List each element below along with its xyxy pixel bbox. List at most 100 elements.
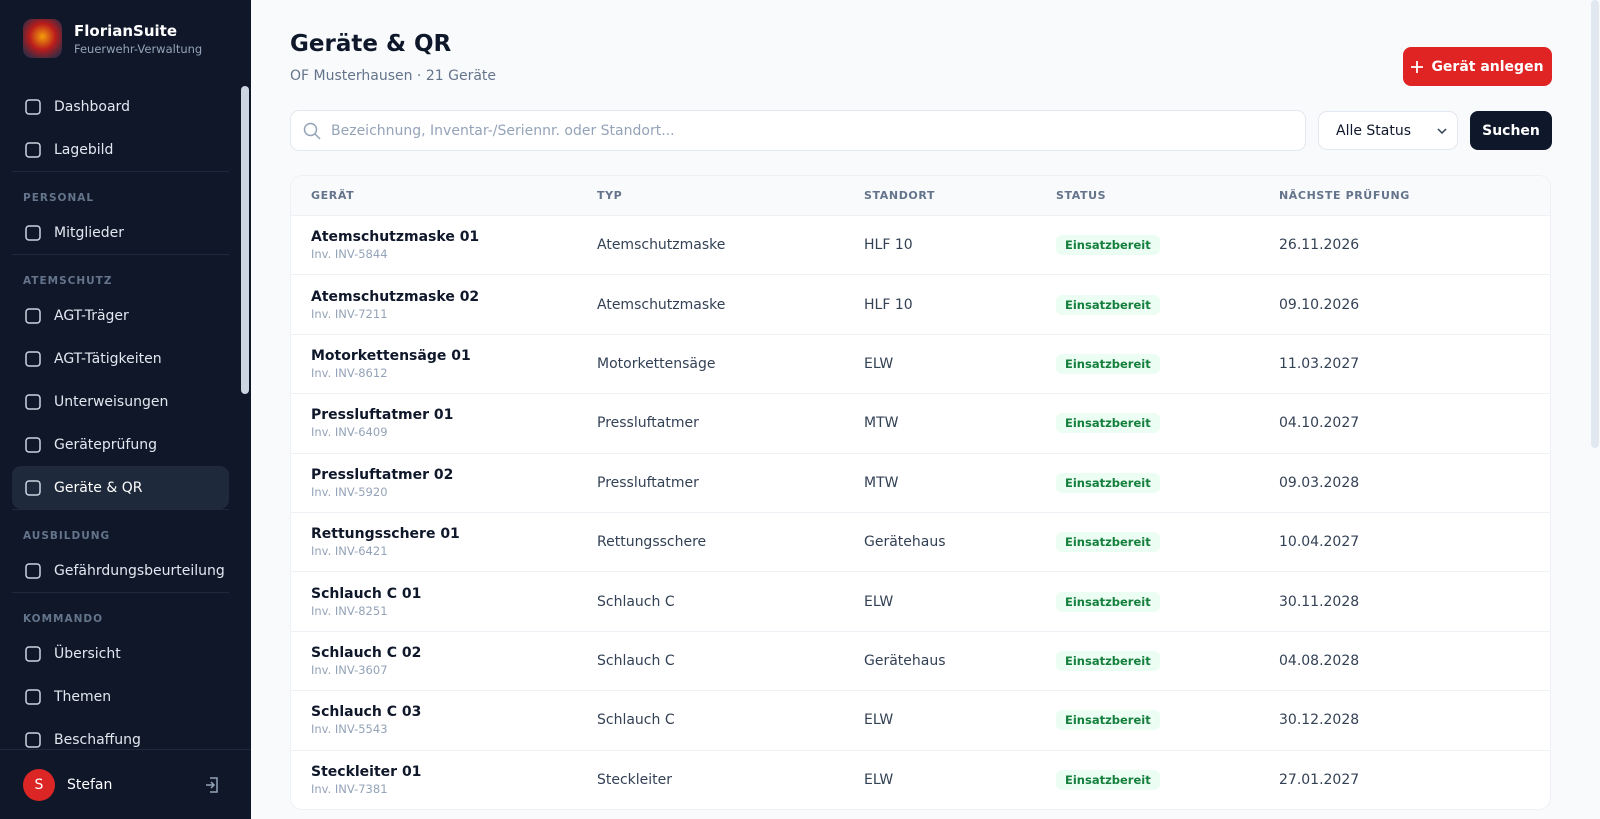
cell: Einsatzbereit <box>1056 532 1279 553</box>
table-row[interactable]: Pressluftatmer 01 Inv. INV-6409 Presslufta… <box>291 393 1550 452</box>
nav-item[interactable]: Geräte & QR <box>12 466 229 509</box>
column-header: STATUS <box>1056 189 1107 202</box>
cell-location: HLF 10 <box>864 296 913 313</box>
nav-item[interactable]: Lagebild <box>12 128 229 171</box>
nav-item[interactable]: Unterweisungen <box>12 380 229 423</box>
table-row[interactable]: Schlauch C 03 Inv. INV-5543 Schlauch C ELW E… <box>291 690 1550 749</box>
nav-icon <box>25 350 41 367</box>
column-header: STANDORT <box>864 189 936 202</box>
search-input[interactable]: Bezeichnung, Inventar-/Seriennr. oder St… <box>290 110 1306 151</box>
device-name: Pressluftatmer 01 <box>311 407 454 424</box>
table-row[interactable]: Pressluftatmer 02 Inv. INV-5920 Presslufta… <box>291 452 1550 512</box>
cell: Einsatzbereit <box>1056 353 1279 374</box>
cell-date: 30.11.2028 <box>1279 593 1360 610</box>
cell: Schlauch C 02 Inv. INV-3607 <box>291 645 597 677</box>
column-header: GERÄT <box>311 189 355 202</box>
nav-item[interactable]: Mitglieder <box>12 211 229 254</box>
cell: Einsatzbereit <box>1056 294 1279 315</box>
cell-location: ELW <box>864 712 894 729</box>
logout-icon[interactable] <box>203 776 221 794</box>
table-row[interactable]: Steckleiter 01 Inv. INV-7381 Steckleiter EL… <box>291 749 1550 809</box>
page-title: Geräte & QR <box>290 31 452 57</box>
plus-icon <box>1411 60 1424 73</box>
nav-label: Geräte & QR <box>54 479 143 496</box>
status-badge: Einsatzbereit <box>1056 710 1160 731</box>
inventory-no: Inv. INV-8251 <box>311 603 388 618</box>
nav-item[interactable]: Themen <box>12 675 229 718</box>
cell: Pressluftatmer 01 Inv. INV-6409 <box>291 407 597 439</box>
device-name: Pressluftatmer 02 <box>311 466 454 483</box>
status-select[interactable]: Alle Status <box>1318 111 1458 150</box>
nav-label: AGT-Träger <box>54 307 129 324</box>
cell-type: Schlauch C <box>597 652 675 669</box>
nav-item[interactable]: Geräteprüfung <box>12 423 229 466</box>
cell-type: Schlauch C <box>597 593 675 610</box>
cell-location: ELW <box>864 355 894 372</box>
cell-location: Gerätehaus <box>864 652 946 669</box>
cell: Einsatzbereit <box>1056 769 1279 790</box>
chevron <box>1437 127 1447 134</box>
nav-item[interactable]: AGT-Tätigkeiten <box>12 337 229 380</box>
nav-heading: KOMMANDO <box>12 592 229 632</box>
device-name: Rettungsschere 01 <box>311 526 460 543</box>
nav-item[interactable]: AGT-Träger <box>12 294 229 337</box>
cell: Einsatzbereit <box>1056 591 1279 612</box>
status-badge: Einsatzbereit <box>1056 769 1160 790</box>
search-placeholder: Bezeichnung, Inventar-/Seriennr. oder St… <box>331 122 675 139</box>
table-row[interactable]: Atemschutzmaske 01 Inv. INV-5844 Atemschut… <box>291 215 1550 274</box>
cell-date: 04.08.2028 <box>1279 652 1360 669</box>
table-row[interactable]: Schlauch C 02 Inv. INV-3607 Schlauch C Gerä… <box>291 630 1550 690</box>
nav-icon <box>25 224 41 241</box>
nav-item[interactable]: Übersicht <box>12 632 229 675</box>
nav-label: Unterweisungen <box>54 393 169 410</box>
page-subtitle: OF Musterhausen · 21 Geräte <box>290 68 497 84</box>
nav-item[interactable]: Dashboard <box>12 85 229 128</box>
table-header: GERÄT TYP STANDORT STATUS NÄCHSTE PRÜFUNG <box>291 176 1550 215</box>
table-row[interactable]: Atemschutzmaske 02 Inv. INV-7211 Atemschut… <box>291 274 1550 333</box>
app-name: FlorianSuite <box>74 21 178 40</box>
device-name: Schlauch C 03 <box>311 704 422 721</box>
cell-type: Steckleiter <box>597 771 673 788</box>
nav-item[interactable]: Beschaffung <box>12 718 229 749</box>
app-subtitle: Feuerwehr-Verwaltung <box>74 41 203 56</box>
nav-label: Lagebild <box>54 141 114 158</box>
nav-icon <box>25 393 41 410</box>
inventory-no: Inv. INV-6409 <box>311 425 388 440</box>
inventory-no: Inv. INV-7211 <box>311 306 388 321</box>
table-row[interactable]: Motorkettensäge 01 Inv. INV-8612 Motorkett… <box>291 333 1550 393</box>
cell: Rettungsschere 01 Inv. INV-6421 <box>291 526 597 558</box>
cell: Einsatzbereit <box>1056 650 1279 671</box>
nav-heading: AUSBILDUNG <box>12 509 229 549</box>
cell: Atemschutzmaske 01 Inv. INV-5844 <box>291 229 597 261</box>
cell-date: 27.01.2027 <box>1279 771 1360 788</box>
nav-icon <box>25 731 41 748</box>
table-row[interactable]: Rettungsschere 01 Inv. INV-6421 Rettungssc… <box>291 511 1550 571</box>
cell: Schlauch C 03 Inv. INV-5543 <box>291 704 597 736</box>
search-icon <box>303 122 321 140</box>
add-label: Gerät anlegen <box>1431 58 1544 75</box>
cell-location: MTW <box>864 415 899 432</box>
column-header: NÄCHSTE PRÜFUNG <box>1279 189 1410 202</box>
inventory-no: Inv. INV-3607 <box>311 662 388 677</box>
inventory-no: Inv. INV-5543 <box>311 722 388 737</box>
cell-date: 09.10.2026 <box>1279 296 1360 313</box>
nav-item[interactable]: Gefährdungsbeurteilung <box>12 549 229 592</box>
avatar: S <box>23 768 55 801</box>
cell: Einsatzbereit <box>1056 413 1279 434</box>
cell-type: Motorkettensäge <box>597 355 716 372</box>
cell: Steckleiter 01 Inv. INV-7381 <box>291 764 597 796</box>
device-name: Steckleiter 01 <box>311 763 422 780</box>
inventory-no: Inv. INV-6421 <box>311 544 388 559</box>
nav-icon <box>25 307 41 324</box>
logo <box>23 19 62 58</box>
search-button[interactable]: Suchen <box>1470 111 1552 150</box>
cell-date: 26.11.2026 <box>1279 237 1360 254</box>
nav-icon <box>25 436 41 453</box>
add-button[interactable]: Gerät anlegen <box>1403 47 1552 86</box>
nav-icon <box>25 562 41 579</box>
brand: FlorianSuite Feuerwehr-Verwaltung <box>23 19 202 58</box>
table-row[interactable]: Schlauch C 01 Inv. INV-8251 Schlauch C ELW E… <box>291 571 1550 630</box>
cell-date: 10.04.2027 <box>1279 534 1360 551</box>
sidebar: FlorianSuite Feuerwehr-Verwaltung Dashbo… <box>0 0 251 819</box>
nav-label: Gefährdungsbeurteilung <box>54 562 225 579</box>
